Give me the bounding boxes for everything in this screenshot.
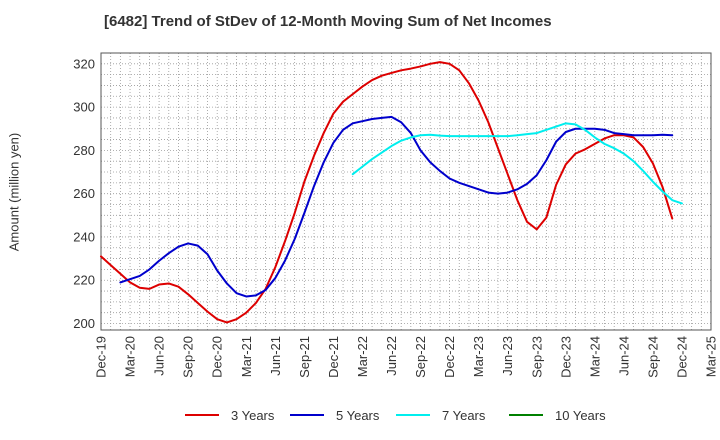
legend-swatch	[290, 414, 324, 416]
x-tick-label: Sep-23	[529, 336, 544, 378]
x-tick-label: Dec-19	[94, 336, 109, 378]
y-tick-label: 300	[73, 100, 95, 115]
y-tick-label: 260	[73, 186, 95, 201]
x-tick-label: Sep-20	[181, 336, 196, 378]
chart-title: [6482] Trend of StDev of 12-Month Moving…	[104, 13, 552, 30]
x-tick-label: Jun-22	[384, 336, 399, 376]
y-tick-label: 200	[73, 316, 95, 331]
x-tick-label: Sep-21	[297, 336, 312, 378]
x-tick-label: Jun-24	[616, 336, 631, 376]
y-tick-label: 280	[73, 143, 95, 158]
x-tick-label: Dec-22	[442, 336, 457, 378]
legend-label: 5 Years	[336, 407, 380, 423]
plot-area	[101, 53, 711, 330]
x-tick-label: Dec-21	[326, 336, 341, 378]
x-tick-label: Mar-24	[587, 336, 602, 377]
x-tick-label: Sep-22	[413, 336, 428, 378]
x-tick-label: Jun-20	[152, 336, 167, 376]
y-tick-label: 320	[73, 56, 95, 71]
chart-legend: 3 Years 5 Years 7 Years 10 Years	[0, 405, 720, 425]
legend-swatch	[185, 414, 219, 416]
x-tick-label: Dec-23	[558, 336, 573, 378]
legend-item-5-years: 5 Years	[290, 405, 379, 425]
legend-swatch	[396, 414, 430, 416]
x-tick-label: Dec-20	[210, 336, 225, 378]
x-tick-label: Sep-24	[645, 336, 660, 378]
legend-swatch	[509, 414, 543, 416]
legend-item-7-years: 7 Years	[396, 405, 485, 425]
x-tick-label: Mar-25	[704, 336, 719, 377]
x-tick-label: Jun-23	[500, 336, 515, 376]
legend-label: 3 Years	[231, 407, 275, 423]
series-line-3-years	[100, 61, 674, 324]
legend-item-10-years: 10 Years	[509, 405, 606, 425]
series-line-7-years	[351, 122, 683, 205]
series-line-5-years	[119, 115, 674, 298]
legend-item-3-years: 3 Years	[185, 405, 274, 425]
x-tick-label: Dec-24	[675, 336, 690, 378]
x-tick-label: Mar-20	[123, 336, 138, 377]
plot-frame	[100, 52, 712, 331]
x-tick-label: Mar-23	[471, 336, 486, 377]
legend-label: 7 Years	[442, 407, 486, 423]
legend-label: 10 Years	[555, 407, 606, 423]
x-tick-label: Mar-22	[355, 336, 370, 377]
x-tick-label: Mar-21	[239, 336, 254, 377]
y-tick-label: 220	[73, 273, 95, 288]
x-tick-label: Jun-21	[268, 336, 283, 376]
y-tick-label: 240	[73, 229, 95, 244]
